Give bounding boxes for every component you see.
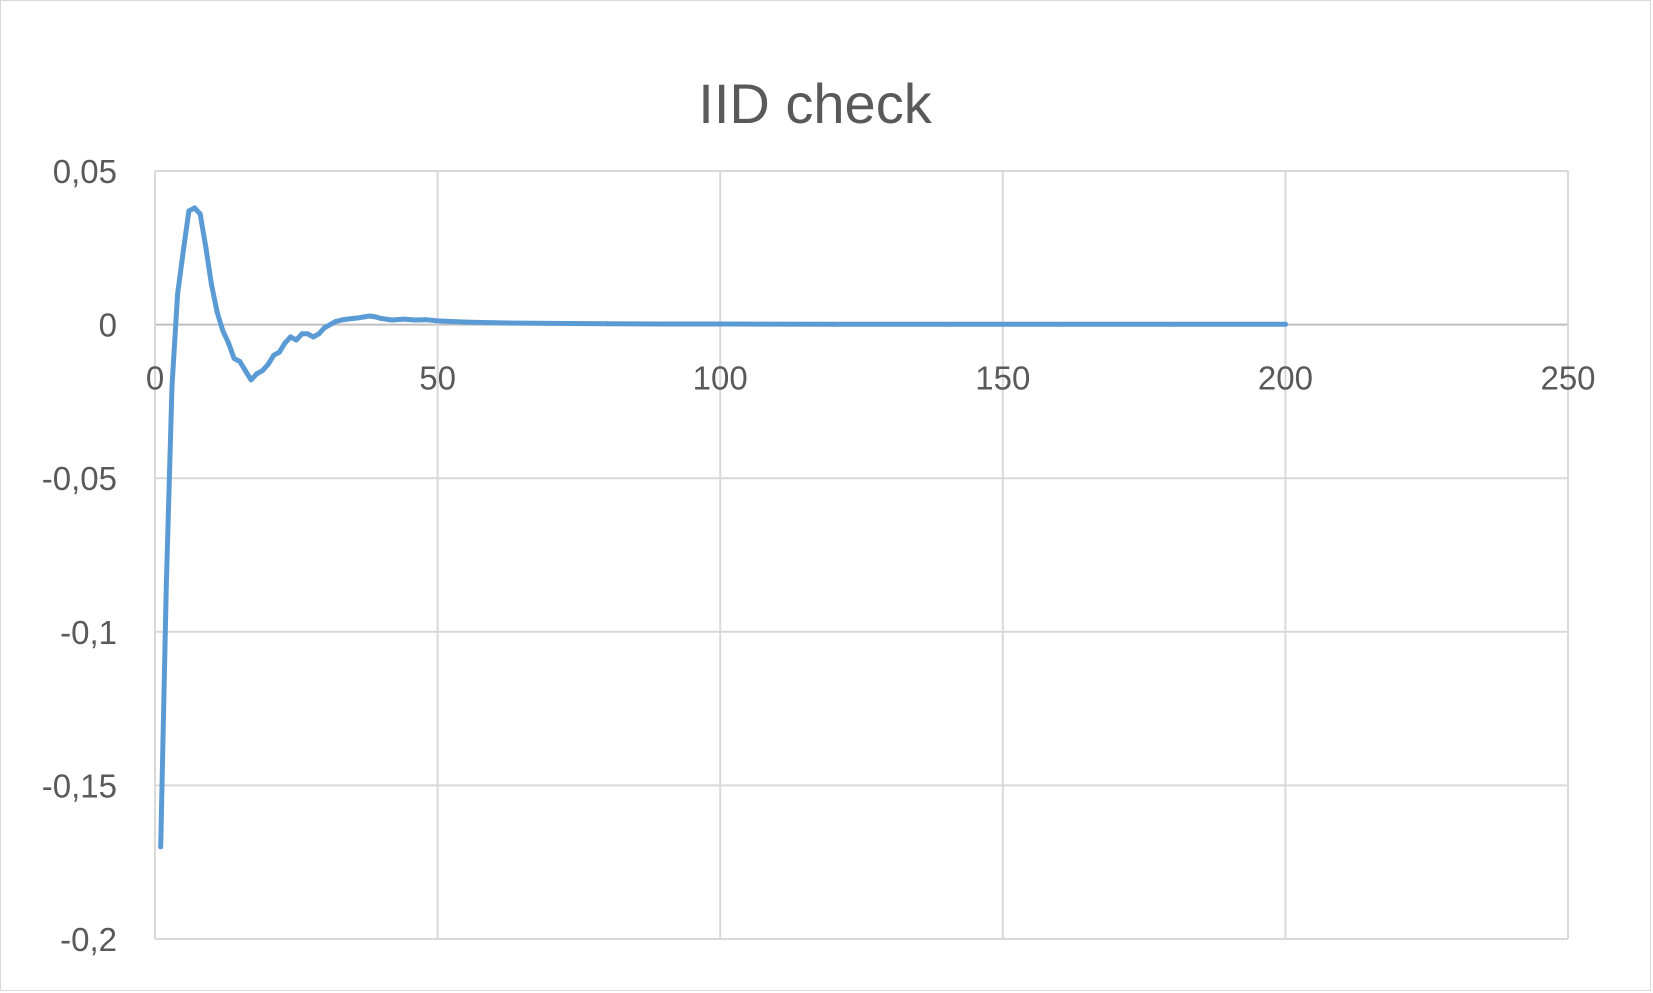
data-point: [717, 321, 723, 327]
data-point: [225, 340, 231, 346]
data-point: [491, 320, 497, 326]
data-point: [322, 325, 328, 331]
y-tick-label: 0: [99, 307, 117, 344]
data-point: [327, 322, 333, 328]
data-point: [254, 371, 260, 377]
data-point: [372, 314, 378, 320]
data-point: [548, 320, 554, 326]
data-point: [1056, 321, 1062, 327]
data-point: [661, 321, 667, 327]
horizontal-gridlines: [155, 170, 1568, 940]
x-tick-label: 200: [1258, 360, 1313, 397]
data-point: [271, 352, 277, 358]
data-point: [288, 334, 294, 340]
data-point: [276, 349, 282, 355]
data-point: [830, 321, 836, 327]
vertical-gridlines: [154, 171, 1569, 939]
y-tick-label: -0,2: [60, 921, 117, 958]
data-point: [299, 331, 305, 337]
data-point: [339, 317, 345, 323]
data-point: [180, 248, 186, 254]
data-point: [169, 383, 175, 389]
data-point: [350, 315, 356, 321]
data-point: [367, 313, 373, 319]
data-point: [203, 245, 209, 251]
data-point: [361, 314, 367, 320]
x-tick-label: 250: [1540, 360, 1595, 397]
data-point: [293, 337, 299, 343]
y-tick-label: -0,15: [42, 767, 117, 804]
data-point: [186, 208, 192, 214]
data-point: [259, 368, 265, 374]
data-point: [463, 319, 469, 325]
x-tick-label: 0: [146, 360, 164, 397]
data-point: [237, 358, 243, 364]
data-point: [158, 844, 164, 850]
y-tick-label: -0,1: [60, 614, 117, 651]
data-point: [316, 331, 322, 337]
data-point: [423, 317, 429, 323]
data-point: [265, 362, 271, 368]
data-point: [389, 317, 395, 323]
data-point: [220, 328, 226, 334]
data-point: [1169, 321, 1175, 327]
data-point: [943, 321, 949, 327]
x-tick-label: 100: [693, 360, 748, 397]
y-axis-tick-labels: 0,05 0 -0,05 -0,1 -0,15 -0,2: [42, 153, 117, 958]
x-axis-tick-labels: 0 50 100 150 200 250: [146, 360, 1596, 397]
data-point: [435, 318, 441, 324]
data-point: [305, 331, 311, 337]
data-point: [248, 377, 254, 383]
series-layer: [158, 205, 1288, 850]
data-point: [175, 291, 181, 297]
data-point: [242, 368, 248, 374]
data-point: [310, 334, 316, 340]
data-point: [401, 316, 407, 322]
data-point: [214, 309, 220, 315]
data-point: [355, 315, 361, 321]
data-point: [209, 282, 215, 288]
series-line: [158, 205, 1288, 850]
chart-title: IID check: [698, 72, 932, 135]
y-tick-label: -0,05: [42, 460, 117, 497]
x-tick-label: 50: [419, 360, 456, 397]
data-point: [333, 319, 339, 325]
x-tick-label: 150: [975, 360, 1030, 397]
data-point: [282, 340, 288, 346]
data-point: [344, 316, 350, 322]
data-point: [163, 583, 169, 589]
data-point: [231, 355, 237, 361]
data-point: [1282, 321, 1288, 327]
y-tick-label: 0,05: [53, 153, 117, 190]
data-point: [197, 211, 203, 217]
data-point: [192, 205, 198, 211]
data-point: [604, 321, 610, 327]
data-point: [412, 317, 418, 323]
data-point: [378, 315, 384, 321]
